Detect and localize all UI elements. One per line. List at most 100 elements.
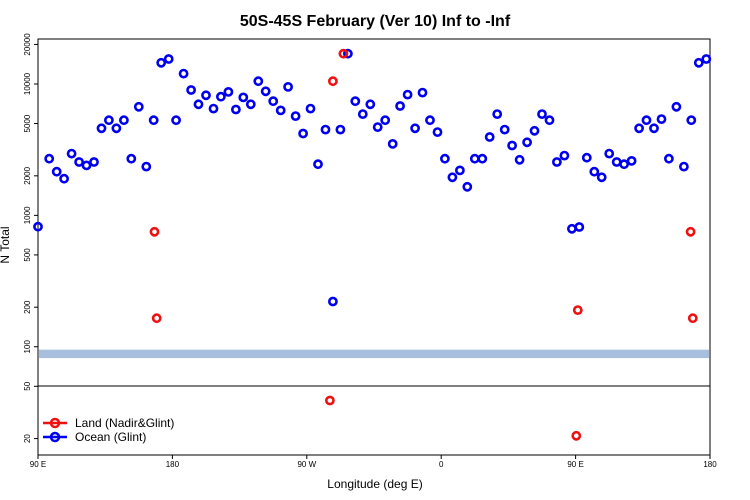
ocean-point	[596, 172, 607, 183]
ocean-point	[649, 123, 659, 134]
ocean-point	[395, 101, 405, 111]
ocean-point	[589, 166, 600, 177]
ocean-point	[163, 54, 174, 64]
ocean-point	[104, 115, 114, 126]
ocean-point	[387, 138, 398, 149]
ocean-point	[567, 223, 577, 234]
land-point	[685, 226, 696, 237]
x-tick-label: 180	[166, 460, 180, 469]
ocean-point	[305, 103, 316, 114]
ocean-point	[604, 148, 615, 159]
ocean-point	[402, 89, 413, 100]
ocean-point	[656, 114, 667, 124]
ocean-point	[514, 154, 525, 165]
land-point	[151, 313, 162, 324]
ocean-point	[365, 99, 376, 110]
ocean-point	[111, 123, 122, 134]
y-tick-label: 2000	[23, 166, 32, 184]
data-points	[33, 48, 712, 441]
ocean-point	[477, 153, 488, 164]
y-axis-label: N Total	[0, 226, 12, 263]
ocean-point	[701, 54, 712, 64]
ocean-point	[141, 161, 152, 172]
ocean-point	[245, 99, 256, 110]
ocean-point	[126, 153, 137, 164]
ocean-point	[66, 148, 77, 159]
ocean-point	[238, 92, 249, 103]
land-point	[149, 226, 160, 237]
ocean-point	[44, 153, 55, 164]
ocean-point	[410, 123, 420, 134]
ocean-point	[447, 172, 458, 183]
ocean-point	[290, 111, 301, 121]
ocean-point	[544, 115, 555, 126]
ocean-point	[208, 103, 219, 114]
ocean-point	[522, 137, 532, 148]
ocean-point	[380, 115, 391, 126]
ocean-point	[581, 152, 592, 163]
legend-land-marker	[49, 417, 61, 429]
ocean-point	[439, 153, 450, 164]
y-tick-label: 100	[23, 340, 32, 354]
x-axis-label: Longitude (deg E)	[327, 477, 422, 491]
y-tick-label: 20000	[23, 33, 32, 56]
ocean-point	[260, 86, 271, 97]
x-tick-label: 90 W	[297, 460, 316, 469]
ocean-point	[148, 115, 159, 126]
ocean-point	[268, 96, 279, 107]
ocean-point	[119, 115, 129, 126]
x-tick-label: 180	[703, 460, 717, 469]
ocean-point	[425, 115, 435, 126]
ocean-point	[499, 124, 510, 135]
x-tick-label: 90 E	[30, 460, 46, 469]
ocean-point	[492, 109, 503, 119]
ocean-point	[133, 101, 144, 112]
y-tick-label: 20	[23, 434, 32, 443]
plot-frame	[37, 38, 711, 456]
ocean-point	[552, 157, 562, 167]
land-point	[571, 430, 582, 441]
ocean-point	[275, 105, 286, 116]
ocean-point	[634, 123, 644, 134]
y-tick-label: 50	[23, 381, 32, 390]
ocean-point	[679, 161, 689, 172]
ocean-point	[529, 125, 540, 136]
ocean-point	[641, 115, 652, 126]
ocean-point	[693, 57, 704, 68]
ocean-point	[51, 166, 62, 177]
band	[39, 349, 709, 359]
y-tick-label: 10000	[23, 72, 32, 95]
ocean-point	[664, 153, 674, 164]
ocean-point	[178, 68, 189, 79]
ocean-point	[74, 157, 84, 167]
ocean-point	[283, 82, 293, 92]
land-point	[572, 305, 583, 315]
ocean-point	[215, 91, 226, 102]
x-tick-label: 0	[439, 460, 444, 469]
axis-ticks: 90 E 180 90 W 0 90 E 180 20 50 100 200 500 1000 2000…	[23, 33, 717, 469]
ocean-point	[33, 221, 43, 232]
y-tick-label: 5000	[23, 114, 32, 132]
ocean-point	[298, 128, 308, 139]
legend-ocean-marker	[49, 431, 61, 443]
legend-land-label: Land (Nadir&Glint)	[75, 416, 174, 430]
land-point	[327, 76, 338, 87]
ocean-point	[201, 90, 211, 101]
ocean-point	[186, 85, 196, 95]
ocean-point	[537, 109, 547, 119]
ocean-point	[417, 87, 428, 98]
ocean-point	[507, 140, 517, 151]
land-point	[338, 48, 349, 59]
y-tick-label: 200	[23, 300, 32, 314]
ocean-point	[96, 123, 107, 134]
ocean-point	[372, 122, 383, 132]
ocean-point	[671, 101, 682, 112]
ocean-point	[559, 150, 570, 161]
ocean-point	[253, 76, 264, 87]
ocean-point	[89, 157, 99, 167]
chart-title: 50S-45S February (Ver 10) Inf to -Inf	[240, 13, 511, 30]
y-tick-label: 500	[23, 248, 32, 262]
y-tick-label: 1000	[23, 206, 32, 224]
ocean-point	[59, 173, 69, 184]
ocean-point	[81, 160, 92, 171]
